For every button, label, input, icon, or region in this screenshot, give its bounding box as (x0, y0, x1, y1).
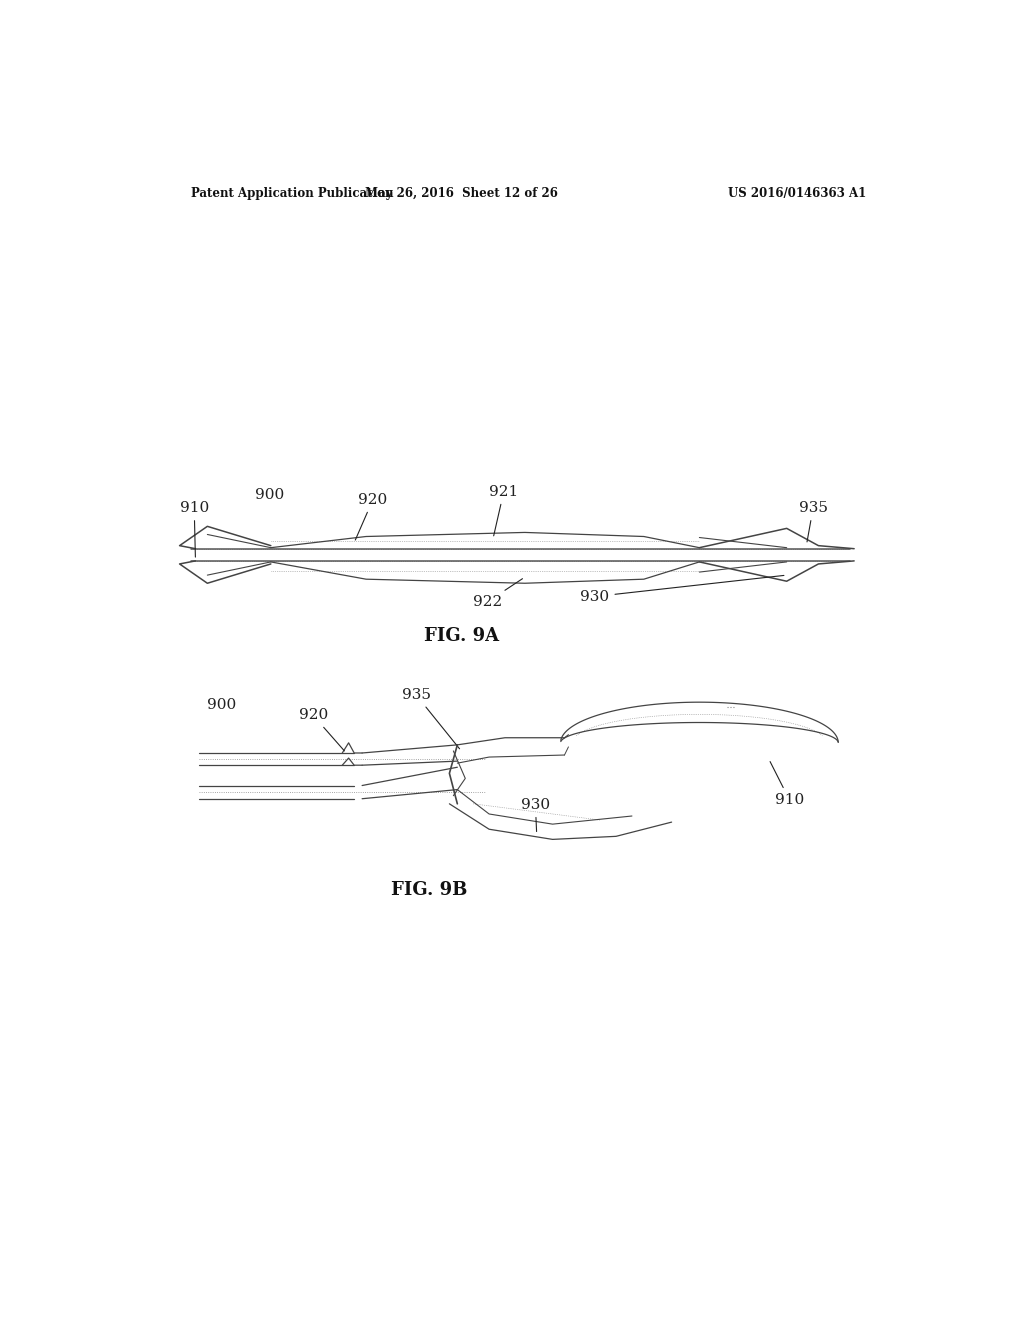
Text: 910: 910 (770, 762, 804, 807)
Text: 920: 920 (299, 709, 344, 751)
Text: 900: 900 (255, 488, 285, 502)
Text: US 2016/0146363 A1: US 2016/0146363 A1 (728, 187, 866, 199)
Text: 935: 935 (401, 688, 460, 748)
Text: 920: 920 (355, 492, 387, 540)
Text: 921: 921 (489, 484, 518, 536)
Text: 930: 930 (581, 576, 784, 603)
Text: FIG. 9B: FIG. 9B (391, 882, 468, 899)
Text: 930: 930 (521, 797, 550, 832)
Text: 922: 922 (473, 578, 522, 609)
Text: Patent Application Publication: Patent Application Publication (191, 187, 394, 199)
Text: FIG. 9A: FIG. 9A (424, 627, 499, 645)
Text: May 26, 2016  Sheet 12 of 26: May 26, 2016 Sheet 12 of 26 (365, 187, 558, 199)
Text: 935: 935 (799, 502, 827, 543)
Text: 900: 900 (207, 698, 237, 713)
Text: 910: 910 (179, 502, 209, 557)
